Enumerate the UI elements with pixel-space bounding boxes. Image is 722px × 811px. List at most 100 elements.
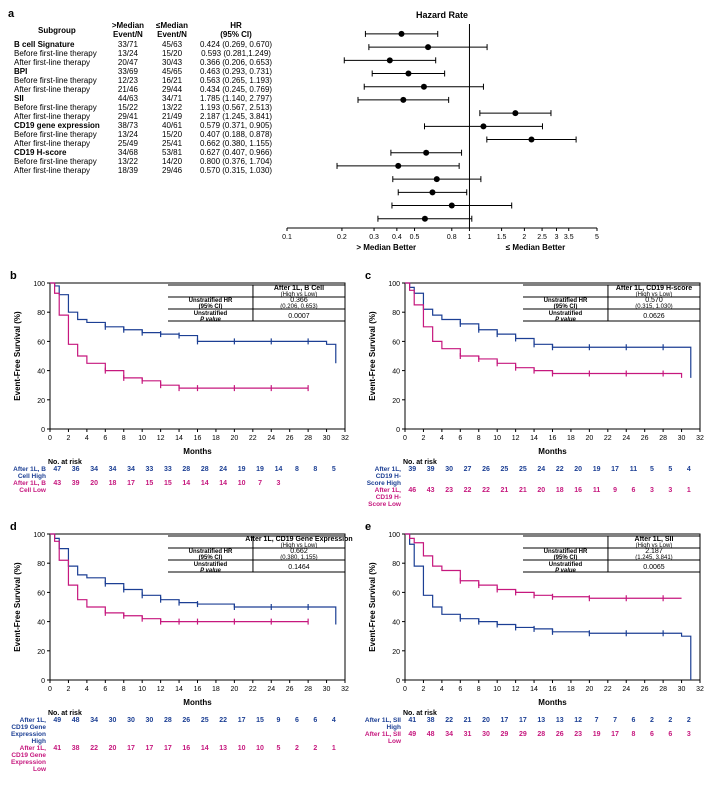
svg-text:28: 28 xyxy=(304,435,312,442)
risk-value: 17 xyxy=(606,466,624,473)
forest-cell: 0.579 (0.371, 0.905) xyxy=(194,121,278,130)
risk-value: 33 xyxy=(140,466,158,473)
risk-value: 38 xyxy=(66,745,84,752)
forest-cell: 44/63 xyxy=(106,94,150,103)
forest-cell: 15/22 xyxy=(106,103,150,112)
svg-text:(95% CI): (95% CI) xyxy=(554,555,578,561)
risk-label: After 1L, B Cell Low xyxy=(8,480,48,494)
svg-text:26: 26 xyxy=(641,686,649,693)
svg-text:4: 4 xyxy=(440,686,444,693)
svg-text:6: 6 xyxy=(458,435,462,442)
risk-value: 15 xyxy=(159,480,177,487)
svg-text:40: 40 xyxy=(392,620,400,627)
svg-text:e: e xyxy=(365,521,371,533)
risk-value: 34 xyxy=(122,466,140,473)
forest-cell: 0.593 (0.281,1.249) xyxy=(194,49,278,58)
svg-text:40: 40 xyxy=(37,620,45,627)
forest-cell: 0.563 (0.265, 1.193) xyxy=(194,76,278,85)
risk-value: 5 xyxy=(269,745,287,752)
svg-text:0.2: 0.2 xyxy=(337,234,347,241)
risk-value: 14 xyxy=(196,745,214,752)
svg-text:0: 0 xyxy=(48,435,52,442)
risk-value: 2 xyxy=(643,717,661,724)
svg-text:P value: P value xyxy=(200,568,221,574)
forest-cell: 20/47 xyxy=(106,58,150,67)
risk-label: After 1L, B Cell High xyxy=(8,466,48,480)
svg-text:22: 22 xyxy=(249,435,257,442)
risk-label: After 1L, SII High xyxy=(363,717,403,731)
svg-text:12: 12 xyxy=(157,686,165,693)
risk-value: 13 xyxy=(214,745,232,752)
forest-row: Before first-line therapy13/2415/200.407… xyxy=(8,130,278,139)
risk-value: 21 xyxy=(514,487,532,494)
risk-value: 6 xyxy=(306,717,324,724)
risk-value: 1 xyxy=(325,745,343,752)
risk-value: 43 xyxy=(48,480,66,487)
risk-value: 7 xyxy=(606,717,624,724)
svg-text:0.1: 0.1 xyxy=(282,234,292,241)
risk-value: 23 xyxy=(569,731,587,738)
svg-text:24: 24 xyxy=(622,686,630,693)
panel-a-label: a xyxy=(8,8,278,20)
risk-value: 29 xyxy=(514,731,532,738)
svg-text:0.0626: 0.0626 xyxy=(643,313,665,320)
forest-plot: Hazard Rate0.10.20.30.40.50.811.522.533.… xyxy=(282,8,714,255)
forest-col-header: >MedianEvent/N xyxy=(106,20,150,40)
svg-text:100: 100 xyxy=(388,281,400,288)
risk-value: 11 xyxy=(624,466,642,473)
forest-cell: 13/24 xyxy=(106,49,150,58)
risk-value: 43 xyxy=(421,487,439,494)
forest-cell: 29/46 xyxy=(150,166,194,175)
risk-value: 3 xyxy=(643,487,661,494)
svg-text:0: 0 xyxy=(403,686,407,693)
forest-cell: 38/73 xyxy=(106,121,150,130)
forest-cell: 2.187 (1.245, 3.841) xyxy=(194,112,278,121)
svg-text:20: 20 xyxy=(392,398,400,405)
svg-text:0.5: 0.5 xyxy=(410,234,420,241)
risk-value: 18 xyxy=(103,480,121,487)
forest-cell: 13/24 xyxy=(106,130,150,139)
svg-text:30: 30 xyxy=(678,686,686,693)
svg-text:(0.206, 0.653): (0.206, 0.653) xyxy=(280,304,317,310)
forest-cell: 0.662 (0.380, 1.155) xyxy=(194,139,278,148)
risk-value: 15 xyxy=(140,480,158,487)
svg-text:26: 26 xyxy=(286,686,294,693)
risk-value: 19 xyxy=(232,466,250,473)
risk-value: 17 xyxy=(495,717,513,724)
svg-text:24: 24 xyxy=(267,686,275,693)
forest-cell: 53/81 xyxy=(150,148,194,157)
forest-cell: 30/43 xyxy=(150,58,194,67)
svg-text:0: 0 xyxy=(403,435,407,442)
svg-text:0: 0 xyxy=(48,686,52,693)
svg-text:8: 8 xyxy=(122,686,126,693)
svg-text:8: 8 xyxy=(477,435,481,442)
forest-cell: After first-line therapy xyxy=(8,112,106,121)
risk-value: 21 xyxy=(495,487,513,494)
forest-row: After first-line therapy18/3929/460.570 … xyxy=(8,166,278,175)
svg-text:24: 24 xyxy=(267,435,275,442)
risk-value: 4 xyxy=(325,717,343,724)
risk-label: After 1L, CD19 Gene Expression Low xyxy=(8,745,48,773)
risk-value: 8 xyxy=(288,466,306,473)
panel-c: c020406080100024681012141618202224262830… xyxy=(363,267,708,508)
svg-text:20: 20 xyxy=(230,435,238,442)
svg-text:2: 2 xyxy=(522,234,526,241)
svg-text:0.1464: 0.1464 xyxy=(288,564,310,571)
svg-text:20: 20 xyxy=(37,649,45,656)
svg-text:4: 4 xyxy=(440,435,444,442)
forest-cell: After first-line therapy xyxy=(8,166,106,175)
svg-text:P value: P value xyxy=(555,317,576,323)
forest-row: After first-line therapy20/4730/430.366 … xyxy=(8,58,278,67)
svg-text:100: 100 xyxy=(388,532,400,539)
svg-text:c: c xyxy=(365,270,371,282)
svg-text:2: 2 xyxy=(66,435,70,442)
risk-value: 8 xyxy=(306,466,324,473)
forest-cell: 0.366 (0.206, 0.653) xyxy=(194,58,278,67)
risk-value: 4 xyxy=(680,466,698,473)
risk-value: 10 xyxy=(251,745,269,752)
forest-cell: 0.424 (0.269, 0.670) xyxy=(194,40,278,49)
forest-cell: After first-line therapy xyxy=(8,58,106,67)
risk-value: 27 xyxy=(458,466,476,473)
svg-text:12: 12 xyxy=(157,435,165,442)
forest-cell: After first-line therapy xyxy=(8,85,106,94)
